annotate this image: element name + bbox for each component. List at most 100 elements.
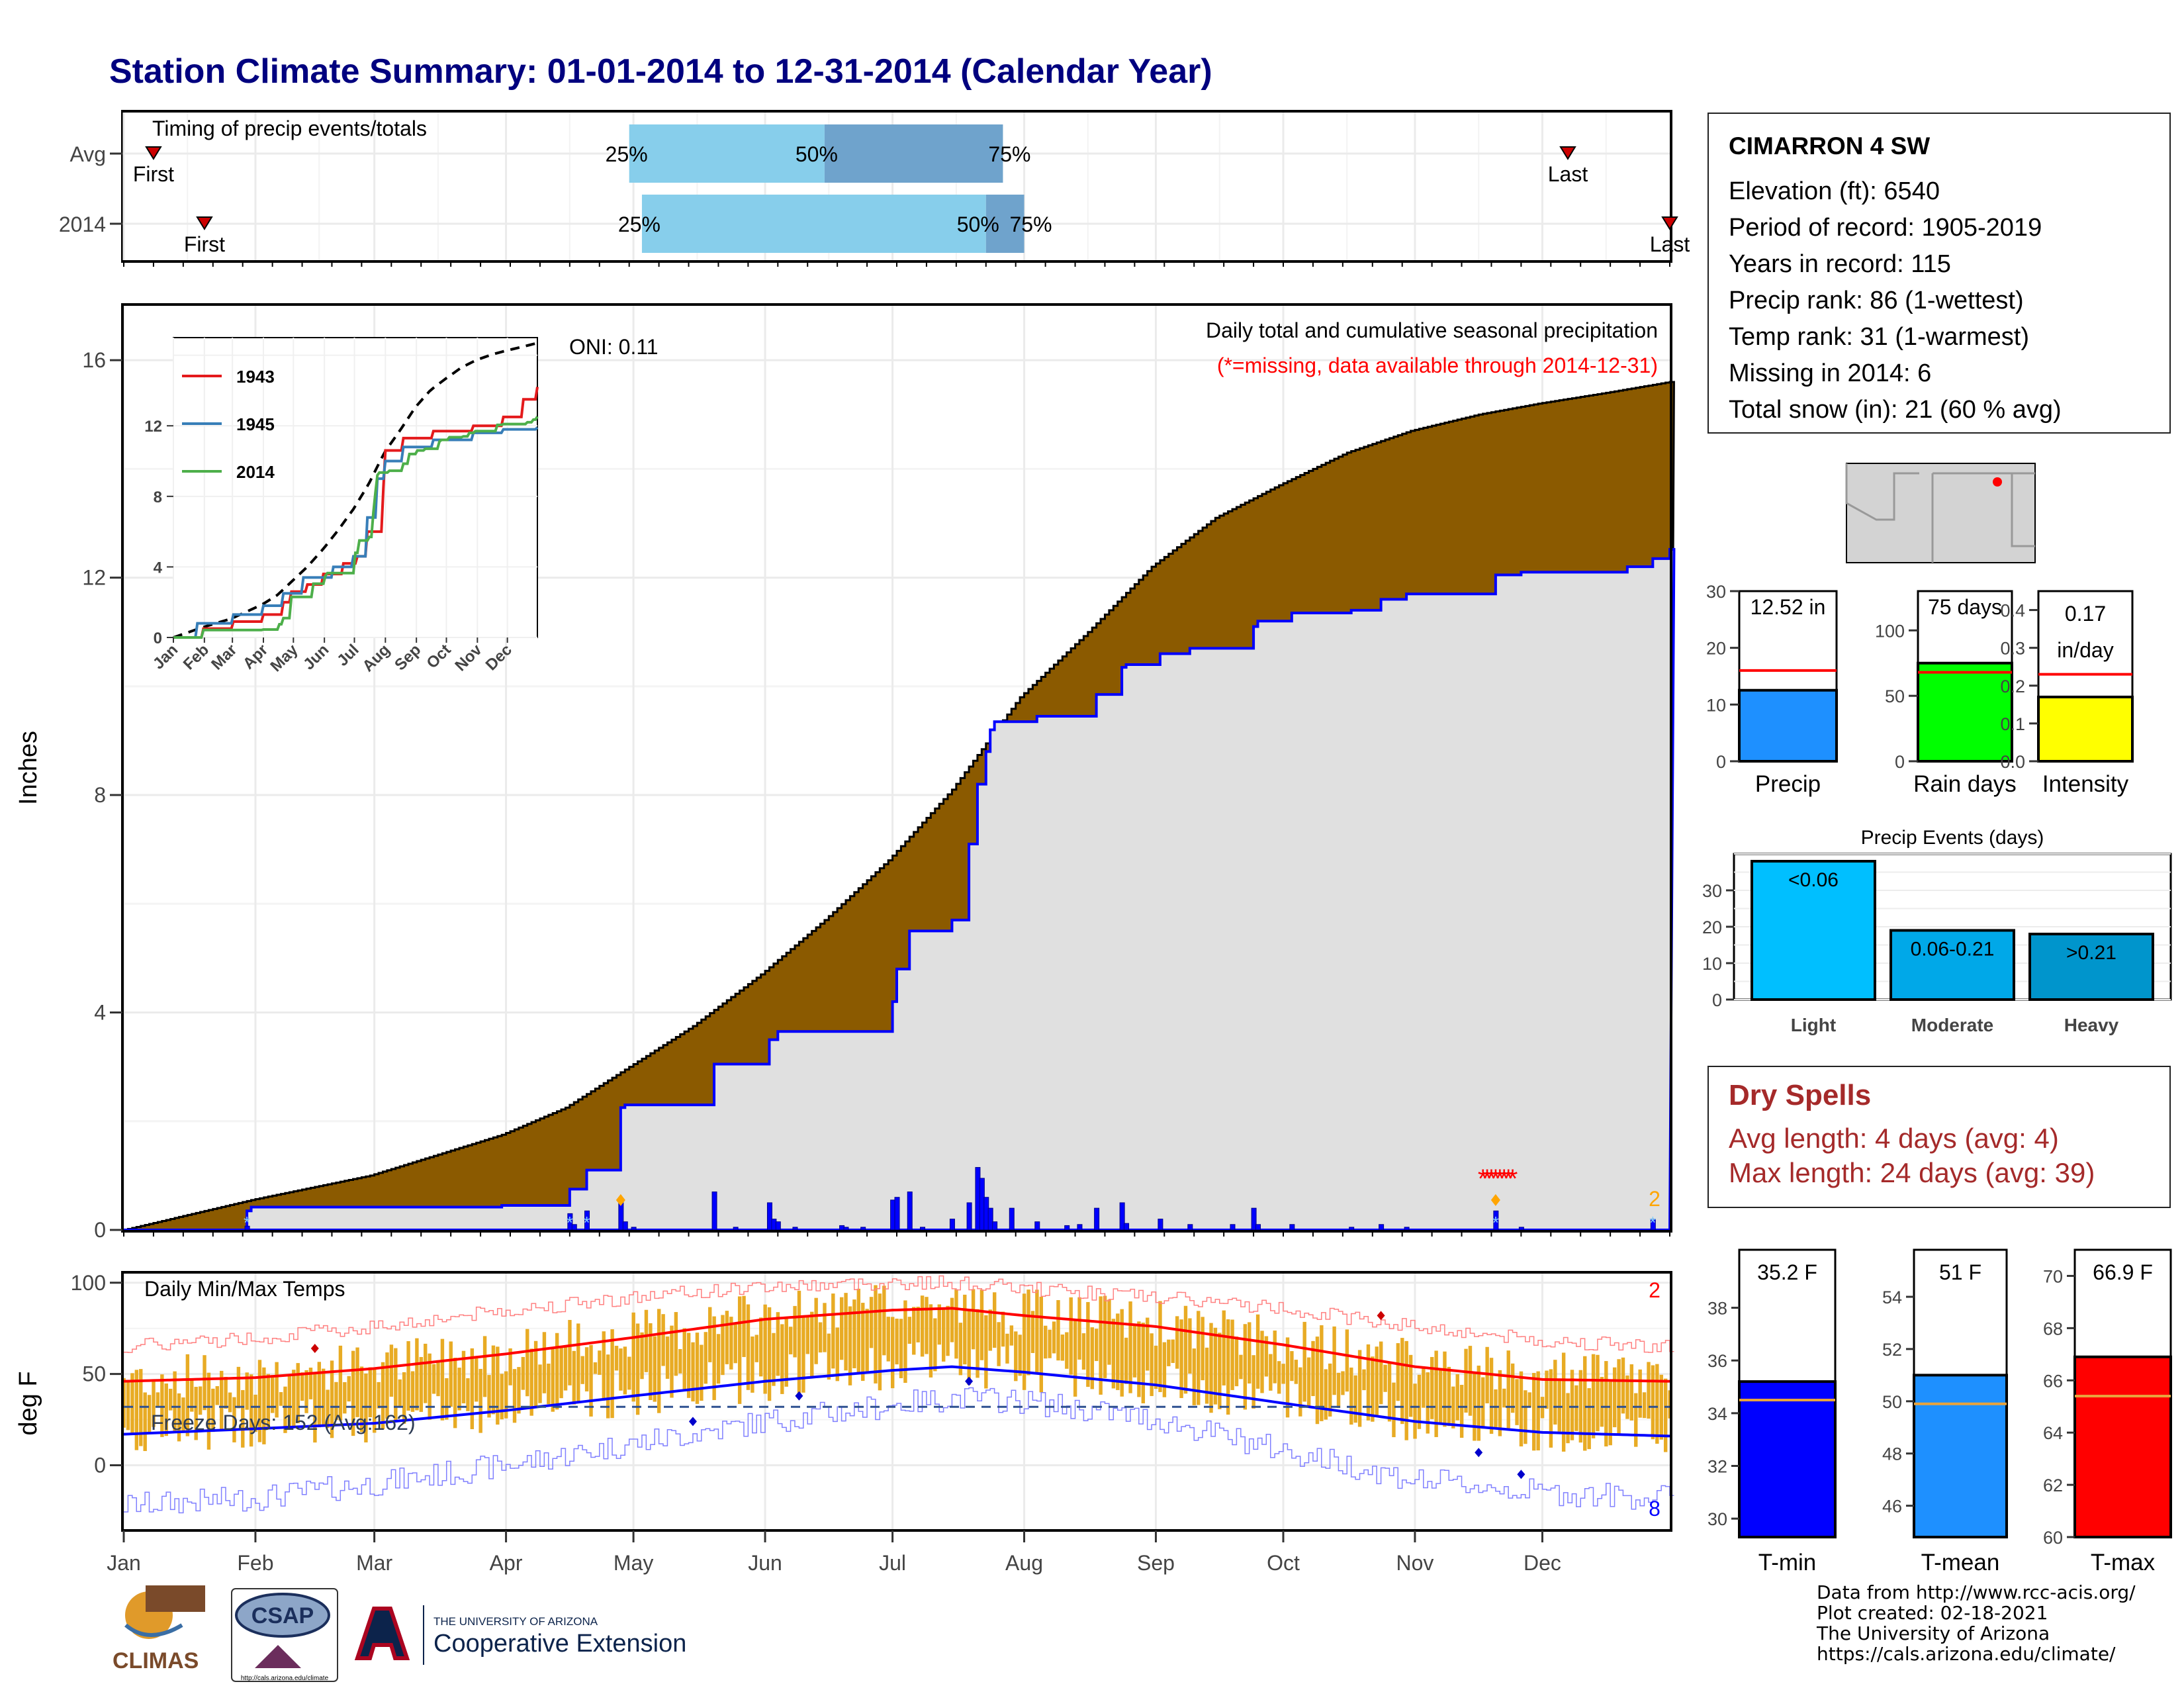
daily-temp-bar bbox=[1387, 1362, 1392, 1422]
daily-temp-bar bbox=[1519, 1371, 1524, 1447]
mini-temp-ytick-label: 34 bbox=[1707, 1404, 1727, 1424]
daily-temp-bar bbox=[831, 1293, 835, 1369]
daily-temp-bar bbox=[971, 1289, 976, 1350]
mini-precip-ytick-label: 20 bbox=[1706, 639, 1726, 659]
station-period: Period of record: 1905-2019 bbox=[1729, 214, 2042, 242]
mini-temp-ytick-label: 62 bbox=[2043, 1476, 2063, 1495]
daily-temp-bar bbox=[1146, 1317, 1150, 1371]
daily-temp-bar bbox=[253, 1394, 257, 1432]
daily-temp-bar bbox=[818, 1322, 823, 1353]
mini-precip-ytick-label: 0 bbox=[1895, 752, 1905, 772]
daily-temp-bar bbox=[504, 1371, 508, 1419]
daily-temp-bar bbox=[283, 1386, 287, 1433]
ua-line2: Cooperative Extension bbox=[433, 1630, 686, 1658]
inset-ytick-label: 0 bbox=[154, 630, 162, 647]
mini-precip-box bbox=[1738, 590, 1838, 692]
temp-xtick-label: Jan bbox=[107, 1551, 141, 1575]
daily-temp-bar bbox=[1294, 1360, 1298, 1384]
daily-temp-bar bbox=[402, 1372, 406, 1424]
daily-temp-bar bbox=[334, 1382, 338, 1421]
daily-temp-bar bbox=[1413, 1383, 1417, 1439]
daily-temp-bar bbox=[220, 1370, 224, 1430]
missing-day-marker: * bbox=[1508, 1164, 1518, 1194]
daily-temp-bar bbox=[742, 1295, 746, 1358]
daily-temp-bar bbox=[1510, 1363, 1515, 1413]
daily-temp-bar bbox=[1417, 1374, 1422, 1429]
daily-temp-bar bbox=[1438, 1368, 1443, 1425]
events-ytick-label: 20 bbox=[1702, 917, 1722, 937]
daily-temp-bar bbox=[678, 1348, 682, 1374]
daily-precip-bar bbox=[949, 1219, 955, 1231]
daily-temp-bar bbox=[232, 1397, 236, 1442]
daily-temp-bar bbox=[1566, 1393, 1570, 1444]
daily-temp-bar bbox=[780, 1324, 784, 1394]
daily-temp-bar bbox=[1451, 1386, 1455, 1429]
daily-temp-bar bbox=[976, 1309, 979, 1378]
daily-temp-bar bbox=[445, 1378, 449, 1420]
daily-temp-bar bbox=[1430, 1356, 1434, 1419]
timing-p25-label: 25% bbox=[618, 212, 660, 236]
daily-temp-bar bbox=[682, 1328, 686, 1389]
daily-temp-bar bbox=[521, 1356, 525, 1390]
daily-temp-bar bbox=[440, 1338, 445, 1421]
dry-spells-title: Dry Spells bbox=[1729, 1079, 1872, 1111]
daily-temp-bar bbox=[1341, 1371, 1345, 1395]
temp-panel-label: Daily Min/Max Temps bbox=[144, 1277, 345, 1301]
daily-temp-bar bbox=[1634, 1393, 1638, 1447]
daily-temp-bar bbox=[1069, 1297, 1073, 1375]
daily-temp-bar bbox=[206, 1372, 211, 1450]
daily-temp-bar bbox=[1044, 1325, 1048, 1359]
daily-temp-bar bbox=[533, 1340, 538, 1407]
daily-temp-bar bbox=[767, 1307, 772, 1401]
daily-temp-bar bbox=[377, 1382, 381, 1409]
daily-temp-bar bbox=[1111, 1319, 1116, 1389]
daily-temp-bar bbox=[359, 1366, 364, 1432]
daily-temp-bar bbox=[1583, 1356, 1587, 1451]
inset-legend-label: 1943 bbox=[236, 367, 275, 387]
daily-temp-bar bbox=[805, 1315, 810, 1354]
daily-temp-bar bbox=[1086, 1301, 1090, 1387]
daily-precip-bar bbox=[1349, 1227, 1355, 1231]
daily-temp-bar bbox=[275, 1362, 279, 1418]
daily-temp-bar bbox=[1022, 1293, 1026, 1390]
daily-temp-bar bbox=[721, 1315, 725, 1376]
daily-precip-bar bbox=[1289, 1224, 1295, 1231]
mini-precip-ytick-label: 0.4 bbox=[2000, 601, 2025, 621]
timing-p75-label: 75% bbox=[1010, 212, 1052, 236]
daily-temp-bar bbox=[1226, 1319, 1230, 1415]
daily-temp-bar bbox=[194, 1387, 198, 1440]
daily-precip-bar bbox=[711, 1192, 717, 1231]
daily-temp-bar bbox=[1073, 1320, 1077, 1397]
daily-temp-bar bbox=[143, 1392, 147, 1452]
daily-precip-bar bbox=[1064, 1225, 1070, 1231]
daily-precip-bar bbox=[843, 1227, 849, 1231]
daily-temp-bar bbox=[1107, 1299, 1111, 1365]
location-map bbox=[1845, 463, 2036, 563]
mini-temp-value: 35.2 F bbox=[1757, 1260, 1817, 1284]
daily-temp-bar bbox=[993, 1292, 997, 1348]
daily-temp-bar bbox=[279, 1392, 283, 1406]
precip-events-chart: Precip Events (days) <0.06 Light 0.06-0.21 M… bbox=[1702, 827, 2172, 1035]
daily-temp-bar bbox=[635, 1323, 640, 1415]
daily-temp-bar bbox=[640, 1332, 644, 1380]
daily-temp-bar bbox=[1018, 1335, 1022, 1376]
daily-temp-bar bbox=[589, 1344, 593, 1417]
last-event-label: Last bbox=[1650, 232, 1690, 256]
last-event-marker bbox=[1661, 216, 1678, 230]
record-max-line bbox=[124, 1275, 1674, 1353]
daily-temp-bar bbox=[1647, 1362, 1651, 1419]
daily-temp-bar bbox=[1494, 1389, 1498, 1428]
daily-temp-bar bbox=[1222, 1310, 1226, 1385]
daily-temp-bar bbox=[152, 1380, 156, 1427]
daily-temp-bar bbox=[737, 1296, 742, 1404]
daily-temp-bar bbox=[1141, 1323, 1146, 1403]
missing-day-marker: * bbox=[1478, 1164, 1488, 1194]
daily-temp-bar bbox=[823, 1303, 827, 1352]
climas-logo-text: CLIMAS bbox=[113, 1648, 199, 1673]
daily-temp-bar bbox=[168, 1388, 173, 1411]
daily-temp-bar bbox=[890, 1317, 895, 1389]
daily-temp-bar bbox=[1332, 1326, 1336, 1395]
mini-temp-value: 66.9 F bbox=[2093, 1260, 2153, 1284]
daily-temp-bar bbox=[428, 1353, 432, 1420]
daily-temp-bar bbox=[419, 1356, 424, 1412]
